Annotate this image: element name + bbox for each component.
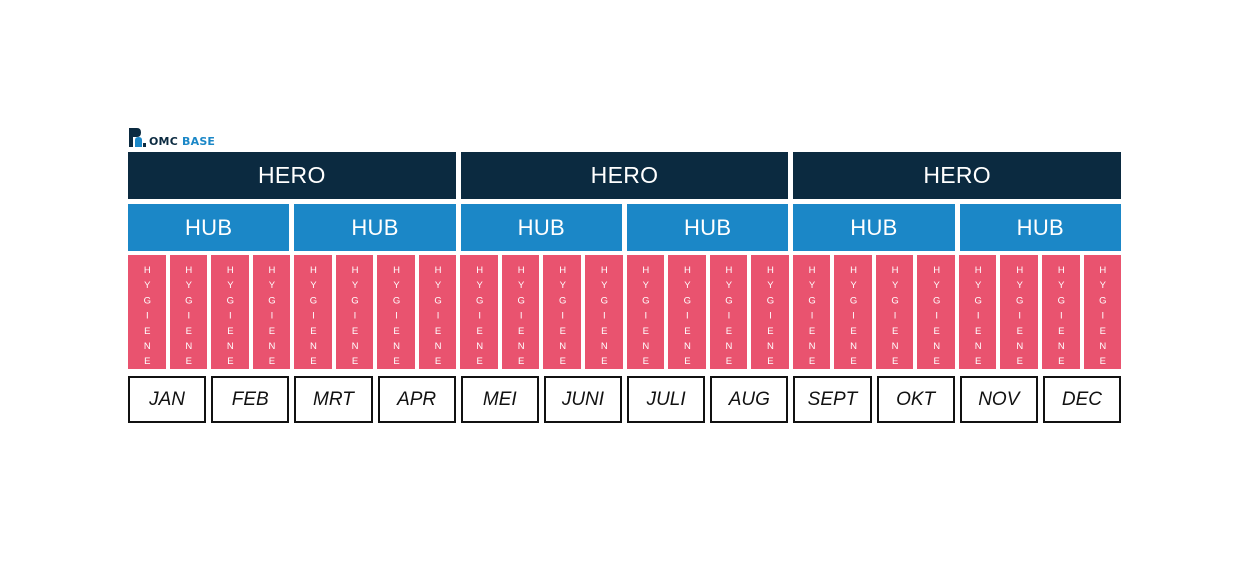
hygiene-label: HYGIENE: [307, 265, 319, 372]
hygiene-label: HYGIENE: [931, 265, 943, 372]
hub-row: HUB HUB HUB HUB HUB HUB: [128, 204, 1121, 251]
hygiene-label: HYGIENE: [515, 265, 527, 372]
hero-block: HERO: [128, 152, 456, 199]
hygiene-block: HYGIENE: [917, 255, 955, 372]
month-okt: OKT: [876, 376, 955, 423]
months-row: JAN FEB MRT APR MEI JUNI JULI AUG SEPT O…: [128, 376, 1122, 423]
hygiene-label: HYGIENE: [848, 265, 860, 372]
hygiene-label: HYGIENE: [764, 265, 776, 372]
hub-block: HUB: [626, 204, 789, 251]
hub-block: HUB: [294, 204, 456, 251]
hub-block: HUB: [959, 204, 1121, 251]
hygiene-block: HYGIENE: [460, 255, 498, 372]
hero-block: HERO: [793, 152, 1122, 199]
month-jan: JAN: [128, 376, 207, 423]
hub-block: HUB: [460, 204, 622, 251]
hygiene-label: HYGIENE: [349, 265, 361, 372]
omc-base-logo: OMC BASE: [128, 127, 215, 148]
hygiene-block: HYGIENE: [501, 255, 540, 372]
hygiene-label: HYGIENE: [806, 265, 818, 372]
month-juli: JULI: [627, 376, 706, 423]
month-feb: FEB: [211, 376, 290, 423]
hygiene-block: HYGIENE: [335, 255, 374, 372]
hero-block: HERO: [460, 152, 789, 199]
hygiene-block: HYGIENE: [169, 255, 208, 372]
month-apr: APR: [377, 376, 456, 423]
hygiene-block: HYGIENE: [626, 255, 665, 372]
hygiene-label: HYGIENE: [183, 265, 195, 372]
hygiene-block: HYGIENE: [585, 255, 623, 372]
hygiene-block: HYGIENE: [958, 255, 997, 372]
hub-block: HUB: [793, 204, 955, 251]
hygiene-block: HYGIENE: [252, 255, 291, 372]
month-mei: MEI: [460, 376, 539, 423]
hero-row: HERO HERO HERO: [128, 152, 1122, 199]
hygiene-label: HYGIENE: [1097, 265, 1109, 372]
hygiene-label: HYGIENE: [266, 265, 278, 372]
hygiene-label: HYGIENE: [723, 265, 735, 372]
hygiene-label: HYGIENE: [432, 265, 444, 372]
logo-wordmark: OMC BASE: [149, 136, 215, 148]
hygiene-block: HYGIENE: [751, 255, 789, 372]
hygiene-block: HYGIENE: [294, 255, 332, 372]
month-sept: SEPT: [793, 376, 872, 423]
hygiene-block: HYGIENE: [1042, 255, 1080, 372]
hygiene-label: HYGIENE: [972, 265, 984, 372]
hygiene-label: HYGIENE: [557, 265, 569, 372]
hygiene-label: HYGIENE: [889, 265, 901, 372]
omc-logo-mark-icon: [128, 127, 146, 148]
hygiene-block: HYGIENE: [668, 255, 706, 372]
hygiene-block: HYGIENE: [543, 255, 582, 372]
logo-base-text: BASE: [182, 135, 216, 148]
hygiene-row: HYGIENE HYGIENE HYGIENE HYGIENE HYGIENE HYGIE…: [128, 255, 1122, 372]
hygiene-block: HYGIENE: [792, 255, 831, 372]
month-mrt: MRT: [294, 376, 373, 423]
month-nov: NOV: [959, 376, 1038, 423]
hygiene-label: HYGIENE: [640, 265, 652, 372]
month-juni: JUNI: [543, 376, 623, 423]
hygiene-block: HYGIENE: [1083, 255, 1122, 372]
month-aug: AUG: [710, 376, 789, 423]
hub-block: HUB: [128, 204, 290, 251]
hygiene-block: HYGIENE: [211, 255, 249, 372]
hygiene-label: HYGIENE: [1055, 265, 1067, 372]
hygiene-block: HYGIENE: [128, 255, 166, 372]
hygiene-label: HYGIENE: [391, 265, 403, 372]
hygiene-block: HYGIENE: [418, 255, 457, 372]
hygiene-label: HYGIENE: [224, 265, 236, 372]
hygiene-block: HYGIENE: [875, 255, 914, 372]
hygiene-label: HYGIENE: [681, 265, 693, 372]
month-dec: DEC: [1042, 376, 1122, 423]
logo-omc-text: OMC: [149, 135, 178, 148]
hygiene-block: HYGIENE: [709, 255, 748, 372]
hygiene-label: HYGIENE: [141, 265, 153, 372]
hygiene-block: HYGIENE: [1000, 255, 1039, 372]
hygiene-block: HYGIENE: [377, 255, 415, 372]
hygiene-label: HYGIENE: [1014, 265, 1026, 372]
hygiene-label: HYGIENE: [598, 265, 610, 372]
hygiene-block: HYGIENE: [834, 255, 872, 372]
hygiene-label: HYGIENE: [474, 265, 486, 372]
